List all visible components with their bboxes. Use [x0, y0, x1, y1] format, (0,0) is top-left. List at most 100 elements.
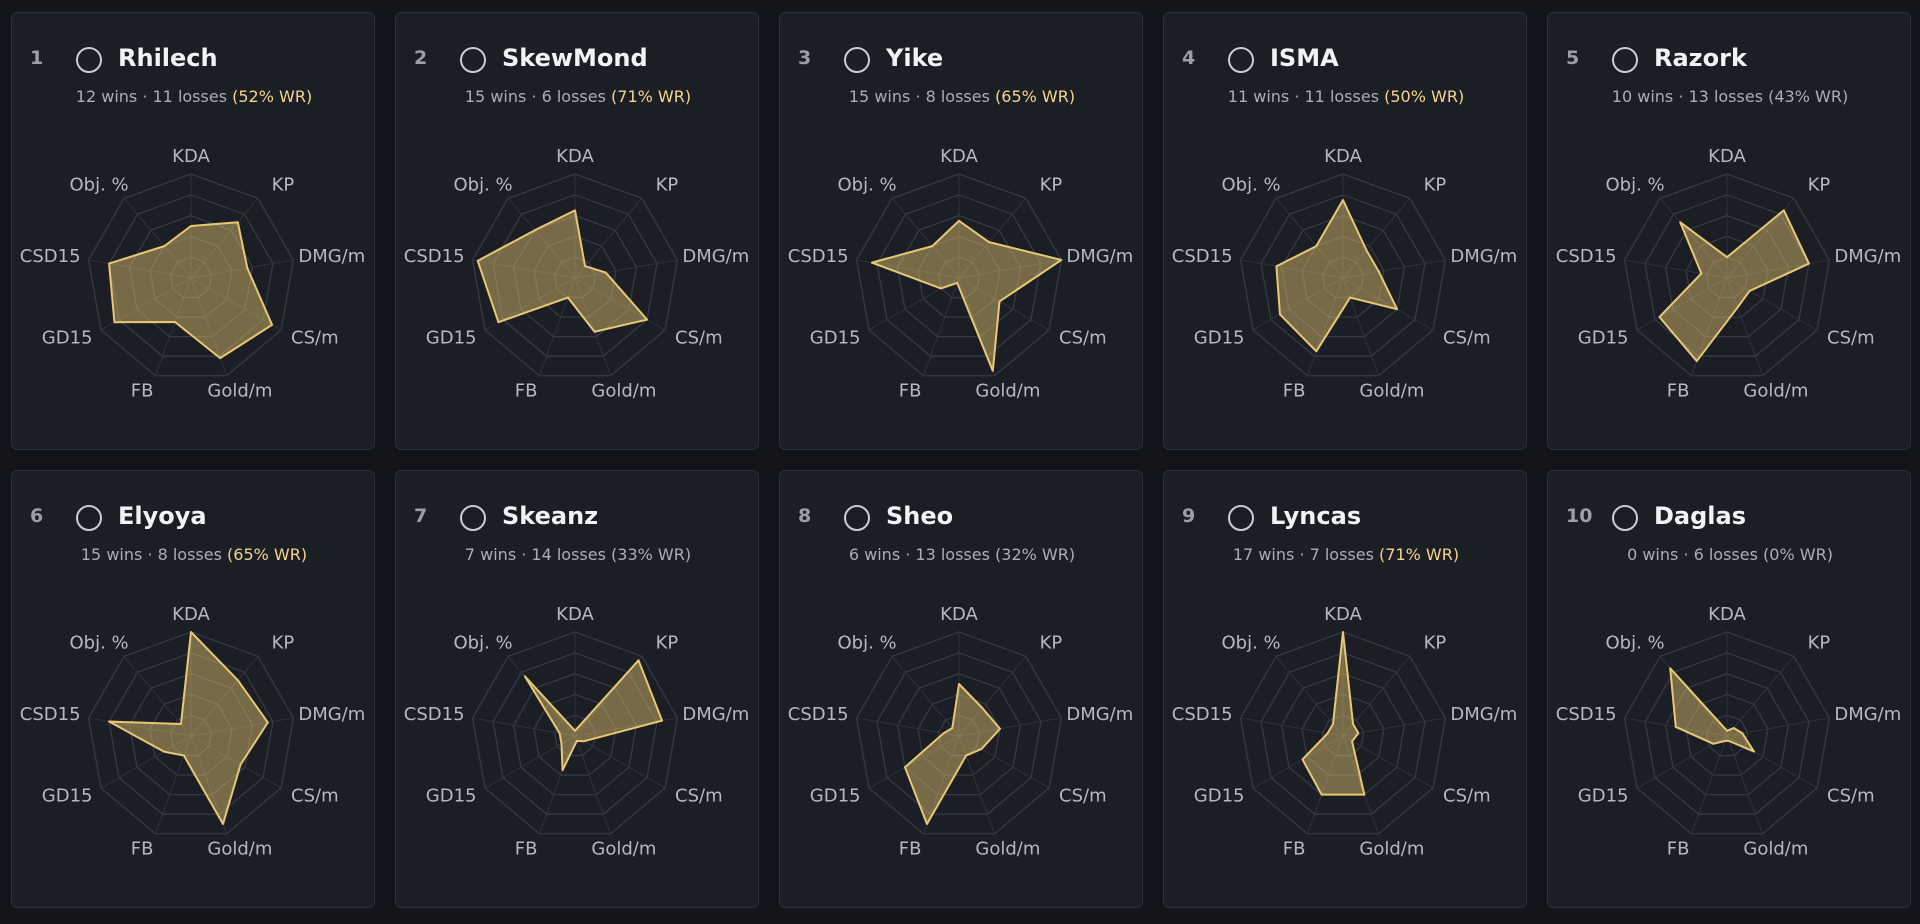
spoke: [88, 259, 192, 279]
spoke: [123, 656, 192, 737]
grid-ring: [937, 256, 981, 299]
axis-label: Obj. %: [70, 174, 129, 195]
spoke: [1342, 717, 1446, 737]
axis-label: Obj. %: [454, 174, 513, 195]
axis-label: CS/m: [1827, 328, 1875, 349]
grid-ring: [1623, 631, 1831, 835]
spoke: [958, 735, 1050, 789]
record: 7 wins · 14 losses (33% WR): [396, 545, 758, 564]
record: 6 wins · 13 losses (32% WR): [780, 545, 1142, 564]
axis-label: GD15: [426, 786, 477, 807]
team-logo: [76, 505, 102, 531]
spoke: [574, 277, 612, 376]
player-name: Lyncas: [1270, 502, 1362, 530]
grid-ring: [1260, 194, 1426, 357]
win-loss: 6 wins · 13 losses: [848, 545, 990, 564]
spoke: [958, 277, 1050, 331]
win-rate: (33% WR): [611, 545, 692, 564]
grid-ring: [1685, 693, 1769, 776]
team-logo: [460, 47, 486, 73]
axis-label: KP: [1808, 632, 1831, 653]
spoke: [190, 277, 228, 376]
radar-chart: KDA KP DMG/m CS/m Gold/m FB GD15 CSD15 Obj. %: [788, 604, 1134, 860]
grid-ring: [1321, 256, 1365, 299]
axis-label: FB: [1283, 839, 1306, 860]
spoke: [958, 198, 1027, 279]
spoke: [1342, 656, 1411, 737]
player-name: Yike: [886, 44, 944, 72]
radar-area: [1275, 199, 1399, 353]
player-name: Skeanz: [502, 502, 599, 530]
axis-label: GD15: [810, 786, 861, 807]
spoke: [958, 259, 1062, 279]
spoke: [1726, 735, 1818, 789]
axis-label: GD15: [42, 786, 93, 807]
axis-label: KDA: [940, 604, 978, 625]
axis-label: CSD15: [788, 704, 849, 725]
grid-ring: [128, 672, 254, 796]
spoke: [472, 259, 576, 279]
spoke: [922, 735, 960, 834]
axis-label: CS/m: [291, 328, 339, 349]
axis-label: DMG/m: [298, 704, 365, 725]
axis-label: DMG/m: [1834, 704, 1901, 725]
axis-label: FB: [515, 381, 538, 402]
spoke: [100, 735, 192, 789]
axis-label: CS/m: [1827, 786, 1875, 807]
spoke: [1275, 198, 1344, 279]
grid-ring: [169, 256, 213, 299]
axis-label: DMG/m: [682, 246, 749, 267]
axis-label: KDA: [556, 604, 594, 625]
radar-area: [108, 221, 274, 360]
grid-ring: [896, 214, 1022, 338]
axis-label: CS/m: [1443, 786, 1491, 807]
grid-ring: [492, 194, 658, 357]
axis-label: KP: [656, 174, 679, 195]
axis-label: GD15: [1194, 328, 1245, 349]
radar-chart: KDA KP DMG/m CS/m Gold/m FB GD15 CSD15 Obj. %: [20, 604, 366, 860]
player-name: SkewMond: [502, 44, 648, 72]
axis-label: KDA: [1708, 146, 1746, 167]
axis-label: Gold/m: [207, 381, 272, 402]
spoke: [1636, 277, 1728, 331]
spoke: [484, 735, 576, 789]
spoke: [154, 735, 192, 834]
grid-ring: [108, 194, 274, 357]
spoke: [1342, 735, 1434, 789]
spoke: [1342, 735, 1380, 834]
grid-ring: [1321, 714, 1365, 757]
record: 15 wins · 8 losses (65% WR): [12, 545, 374, 564]
axis-label: CSD15: [1172, 704, 1233, 725]
grid-ring: [87, 173, 295, 377]
spoke: [1342, 198, 1411, 279]
rank: 3: [798, 47, 812, 69]
grid-ring: [108, 652, 274, 815]
radar-area: [1669, 667, 1756, 753]
player-card: KDA KP DMG/m CS/m Gold/m FB GD15 CSD15 Obj. % 6 El…: [11, 470, 375, 908]
player-name: Daglas: [1654, 502, 1747, 530]
axis-label: Gold/m: [1359, 839, 1424, 860]
axis-label: FB: [1667, 839, 1690, 860]
axis-label: FB: [899, 839, 922, 860]
axis-label: CSD15: [20, 246, 81, 267]
win-rate: (65% WR): [995, 87, 1076, 106]
axis-label: Obj. %: [1606, 174, 1665, 195]
team-logo: [844, 47, 870, 73]
axis-label: DMG/m: [298, 246, 365, 267]
grid-ring: [855, 631, 1063, 835]
spoke: [190, 198, 259, 279]
record: 17 wins · 7 losses (71% WR): [1164, 545, 1526, 564]
axis-label: FB: [131, 381, 154, 402]
spoke: [856, 717, 960, 737]
radar-area: [108, 631, 269, 825]
win-loss: 11 wins · 11 losses: [1227, 87, 1380, 106]
radar-area: [1301, 631, 1366, 796]
spoke: [190, 717, 294, 737]
spoke: [1342, 277, 1380, 376]
axis-label: Obj. %: [454, 632, 513, 653]
grid-ring: [533, 235, 617, 318]
radar-chart: KDA KP DMG/m CS/m Gold/m FB GD15 CSD15 Obj. %: [1172, 146, 1518, 402]
radar-chart: KDA KP DMG/m CS/m Gold/m FB GD15 CSD15 Obj. %: [1172, 604, 1518, 860]
spoke: [922, 277, 960, 376]
grid-ring: [855, 173, 1063, 377]
